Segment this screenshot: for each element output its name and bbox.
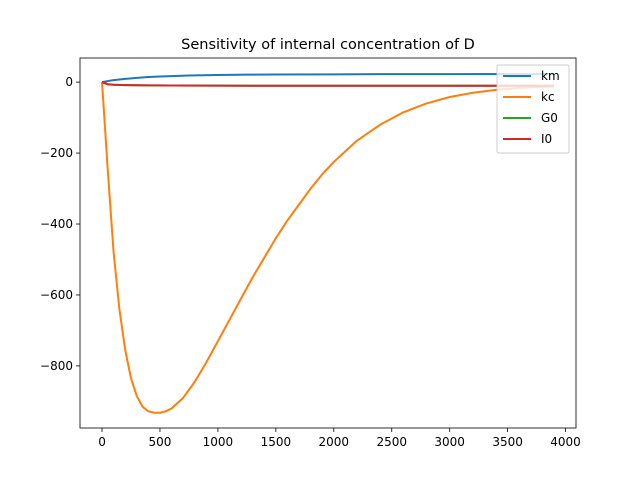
x-tick-label: 2500 (376, 435, 407, 449)
plot-frame (79, 57, 577, 429)
legend-label-i0: I0 (541, 132, 552, 146)
legend-label-g0: G0 (541, 111, 558, 125)
x-tick-label: 3500 (492, 435, 523, 449)
y-tick-label: 0 (65, 75, 73, 89)
y-axis: 0 −200 −400 −600 −800 (40, 75, 80, 373)
x-tick-label: 2000 (319, 435, 350, 449)
series-line-km (101, 72, 554, 84)
y-tick-label: −200 (40, 146, 73, 160)
x-tick-label: 500 (149, 435, 172, 449)
x-axis: 0 500 1000 1500 2000 2500 3000 3500 4000 (98, 428, 581, 449)
x-tick-label: 0 (98, 435, 106, 449)
y-tick-label: −800 (40, 359, 73, 373)
series-layer (101, 72, 555, 414)
x-tick-label: 1000 (203, 435, 234, 449)
x-tick-label: 3000 (434, 435, 465, 449)
legend-label-kc: kc (541, 90, 555, 104)
x-tick-label: 1500 (261, 435, 292, 449)
chart-title: Sensitivity of internal concentration of… (181, 37, 475, 53)
series-line-kc (101, 82, 555, 414)
y-tick-label: −600 (40, 288, 73, 302)
legend-label-km: km (541, 69, 560, 83)
series-line-i0 (101, 81, 554, 87)
legend: km kc G0 I0 (496, 64, 570, 154)
y-tick-label: −400 (40, 217, 73, 231)
x-tick-label: 4000 (550, 435, 581, 449)
plot-area (80, 58, 576, 428)
legend-box (496, 64, 570, 154)
